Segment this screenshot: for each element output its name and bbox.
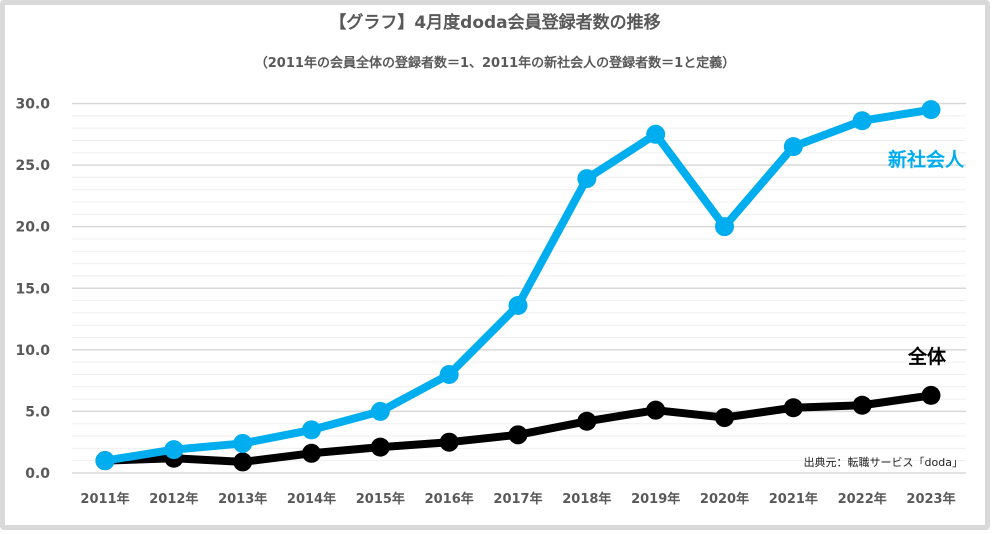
data-point	[921, 100, 941, 120]
series-label-new-graduates: 新社会人	[888, 148, 965, 171]
y-tick-label: 25.0	[15, 158, 50, 174]
x-tick-label: 2016年	[425, 491, 474, 507]
x-tick-label: 2019年	[631, 491, 680, 507]
x-tick-label: 2021年	[769, 491, 818, 507]
x-tick-label: 2018年	[562, 491, 611, 507]
x-tick-label: 2017年	[493, 491, 542, 507]
chart-subtitle: （2011年の会員全体の登録者数＝1、2011年の新社会人の登録者数＝1と定義）	[254, 56, 736, 71]
source-note: 出典元：転職サービス「doda」	[804, 455, 963, 469]
y-tick-label: 30.0	[15, 97, 50, 113]
x-tick-label: 2020年	[700, 491, 749, 507]
y-tick-label: 0.0	[25, 466, 50, 482]
y-tick-label: 10.0	[15, 343, 50, 359]
y-tick-label: 20.0	[15, 220, 50, 236]
data-point	[370, 437, 390, 457]
x-tick-label: 2012年	[149, 491, 198, 507]
data-point	[852, 395, 872, 415]
y-tick-label: 5.0	[25, 404, 50, 420]
x-tick-label: 2023年	[906, 491, 955, 507]
data-point	[508, 295, 528, 315]
data-point	[646, 400, 666, 420]
data-point	[715, 408, 734, 428]
data-point	[921, 385, 941, 405]
data-point	[646, 124, 666, 144]
data-point	[302, 420, 321, 440]
data-point	[95, 451, 115, 471]
data-point	[164, 440, 184, 460]
data-point	[508, 425, 528, 445]
y-tick-label: 15.0	[15, 281, 50, 297]
x-tick-label: 2014年	[287, 491, 336, 507]
x-tick-label: 2011年	[80, 491, 129, 507]
chart-title: 【グラフ】4月度doda会員登録者数の推移	[329, 13, 661, 33]
data-point	[233, 433, 253, 453]
x-tick-label: 2013年	[218, 491, 267, 507]
data-point	[852, 111, 872, 131]
data-point	[783, 137, 803, 157]
data-point	[233, 452, 253, 472]
series-label-total: 全体	[907, 345, 947, 368]
data-point	[370, 401, 390, 421]
x-tick-label: 2022年	[838, 491, 887, 507]
data-point	[577, 169, 597, 189]
x-tick-label: 2015年	[356, 491, 405, 507]
data-point	[439, 432, 459, 452]
data-point	[715, 217, 734, 237]
data-point	[783, 398, 803, 418]
data-point	[577, 411, 597, 431]
data-point	[439, 364, 459, 384]
data-point	[302, 443, 321, 463]
